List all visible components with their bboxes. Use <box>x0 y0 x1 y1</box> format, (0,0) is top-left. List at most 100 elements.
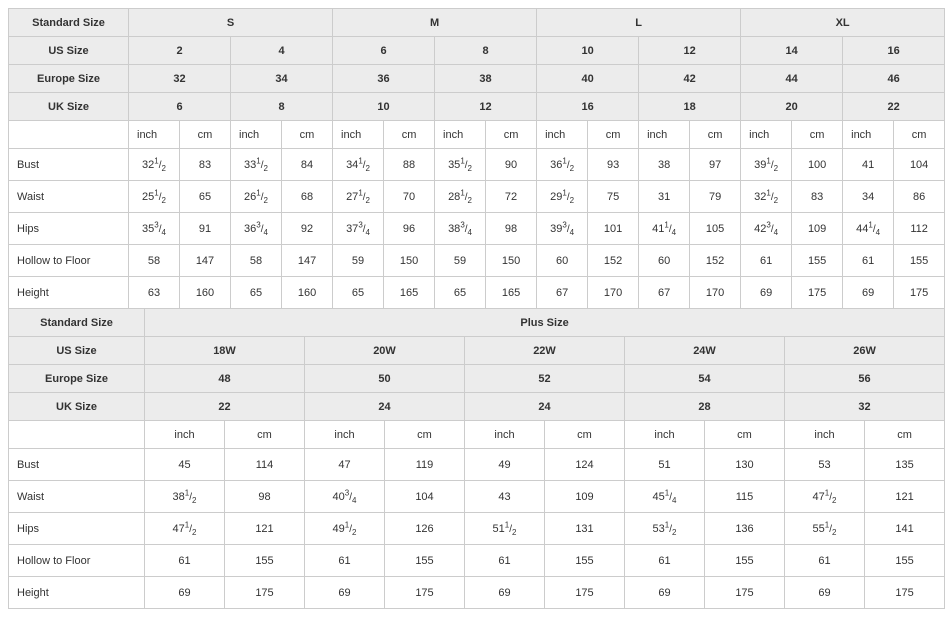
value-inch: 65 <box>435 277 486 309</box>
value-cm-2: 131 <box>545 513 625 545</box>
unit-inch-2: inch <box>465 421 545 449</box>
label-europe-size-2: Europe Size <box>9 365 145 393</box>
value-inch: 361/2 <box>537 149 588 181</box>
value-cm: 175 <box>792 277 843 309</box>
unit-inch: inch <box>129 121 180 149</box>
value-cm-2: 155 <box>225 545 305 577</box>
value-cm: 84 <box>282 149 333 181</box>
us-size-plus: 22W <box>465 337 625 365</box>
uk-size: 6 <box>129 93 231 121</box>
unit-inch-2: inch <box>305 421 385 449</box>
value-inch: 393/4 <box>537 213 588 245</box>
value-inch: 58 <box>231 245 282 277</box>
unit-inch: inch <box>435 121 486 149</box>
value-inch: 59 <box>333 245 384 277</box>
value-cm: 97 <box>690 149 741 181</box>
value-cm: 68 <box>282 181 333 213</box>
label-uk-size-2: UK Size <box>9 393 145 421</box>
unit-cm-2: cm <box>385 421 465 449</box>
value-cm: 170 <box>588 277 639 309</box>
eu-size-plus: 50 <box>305 365 465 393</box>
value-inch-2: 43 <box>465 481 545 513</box>
value-inch: 353/4 <box>129 213 180 245</box>
value-cm-2: 121 <box>225 513 305 545</box>
value-inch: 441/4 <box>843 213 894 245</box>
eu-size: 36 <box>333 65 435 93</box>
value-inch-2: 531/2 <box>625 513 705 545</box>
unit-inch: inch <box>741 121 792 149</box>
label-plus-size: Plus Size <box>145 309 945 337</box>
value-inch: 67 <box>639 277 690 309</box>
value-inch-2: 69 <box>625 577 705 609</box>
unit-cm: cm <box>894 121 945 149</box>
us-size-plus: 24W <box>625 337 785 365</box>
value-cm: 98 <box>486 213 537 245</box>
value-cm: 70 <box>384 181 435 213</box>
value-cm: 165 <box>486 277 537 309</box>
unit-cm: cm <box>690 121 741 149</box>
value-cm-2: 155 <box>705 545 785 577</box>
value-cm: 65 <box>180 181 231 213</box>
value-inch: 34 <box>843 181 894 213</box>
blank-cell-2 <box>9 421 145 449</box>
value-cm: 86 <box>894 181 945 213</box>
value-cm-2: 175 <box>705 577 785 609</box>
eu-size: 40 <box>537 65 639 93</box>
size-l: L <box>537 9 741 37</box>
value-inch-2: 53 <box>785 449 865 481</box>
uk-size: 8 <box>231 93 333 121</box>
uk-size-plus: 22 <box>145 393 305 421</box>
us-size: 4 <box>231 37 333 65</box>
value-cm-2: 175 <box>225 577 305 609</box>
unit-inch-2: inch <box>145 421 225 449</box>
value-cm-2: 155 <box>385 545 465 577</box>
value-inch-2: 49 <box>465 449 545 481</box>
value-cm: 160 <box>282 277 333 309</box>
uk-size: 16 <box>537 93 639 121</box>
value-inch: 281/2 <box>435 181 486 213</box>
uk-size: 10 <box>333 93 435 121</box>
value-inch-2: 471/2 <box>785 481 865 513</box>
value-cm-2: 175 <box>545 577 625 609</box>
label-standard-size-2: Standard Size <box>9 309 145 337</box>
value-cm-2: 124 <box>545 449 625 481</box>
label-us-size: US Size <box>9 37 129 65</box>
value-inch-2: 403/4 <box>305 481 385 513</box>
unit-cm: cm <box>282 121 333 149</box>
eu-size-plus: 56 <box>785 365 945 393</box>
value-cm: 147 <box>282 245 333 277</box>
value-cm: 100 <box>792 149 843 181</box>
value-inch-2: 511/2 <box>465 513 545 545</box>
eu-size: 34 <box>231 65 333 93</box>
value-cm: 175 <box>894 277 945 309</box>
measurement-label-2: Height <box>9 577 145 609</box>
measurement-label: Bust <box>9 149 129 181</box>
value-cm: 105 <box>690 213 741 245</box>
value-inch-2: 45 <box>145 449 225 481</box>
value-inch: 321/2 <box>741 181 792 213</box>
value-cm: 83 <box>792 181 843 213</box>
value-cm: 170 <box>690 277 741 309</box>
uk-size: 20 <box>741 93 843 121</box>
value-cm-2: 104 <box>385 481 465 513</box>
value-inch: 38 <box>639 149 690 181</box>
value-cm-2: 155 <box>545 545 625 577</box>
measurement-label: Waist <box>9 181 129 213</box>
label-us-size-2: US Size <box>9 337 145 365</box>
us-size: 14 <box>741 37 843 65</box>
measurement-label: Hips <box>9 213 129 245</box>
unit-cm: cm <box>486 121 537 149</box>
eu-size-plus: 48 <box>145 365 305 393</box>
value-cm: 152 <box>588 245 639 277</box>
value-cm: 155 <box>792 245 843 277</box>
unit-cm: cm <box>588 121 639 149</box>
value-cm: 112 <box>894 213 945 245</box>
eu-size-plus: 54 <box>625 365 785 393</box>
value-inch: 411/4 <box>639 213 690 245</box>
us-size-plus: 20W <box>305 337 465 365</box>
value-cm: 90 <box>486 149 537 181</box>
value-cm-2: 114 <box>225 449 305 481</box>
value-inch: 271/2 <box>333 181 384 213</box>
value-inch-2: 551/2 <box>785 513 865 545</box>
value-inch: 291/2 <box>537 181 588 213</box>
